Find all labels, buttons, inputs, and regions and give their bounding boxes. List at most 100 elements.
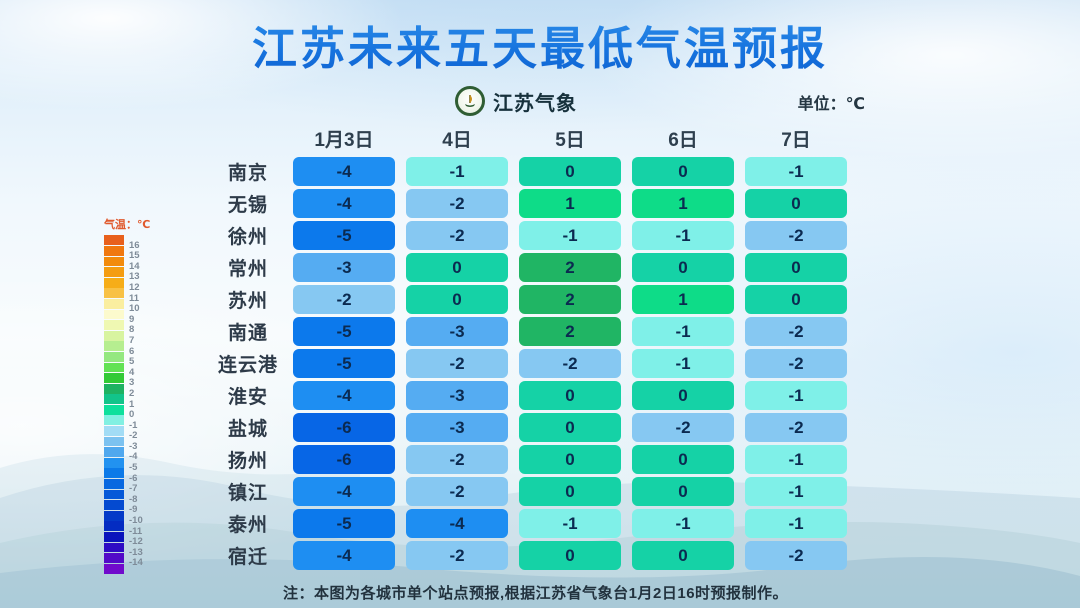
legend-swatch <box>104 235 124 246</box>
legend-tick-label: -12 <box>129 536 143 548</box>
legend-swatch <box>104 426 124 436</box>
temperature-cell: -5 <box>293 221 395 250</box>
legend-swatch <box>104 351 124 362</box>
subheader: 江苏气象 单位：℃ <box>0 86 1080 120</box>
temperature-cell: -3 <box>406 317 508 346</box>
legend-swatch <box>104 489 124 500</box>
temperature-cell: 0 <box>745 285 847 314</box>
table-row: 泰州 -5 -4 -1 -1 -1 <box>203 509 858 538</box>
legend-swatch <box>104 320 124 330</box>
legend-tick-label: -1 <box>129 419 138 431</box>
temperature-cell: -2 <box>406 445 508 474</box>
legend-swatch <box>104 298 124 309</box>
legend-tick-label: -14 <box>129 557 143 569</box>
legend-block: 5 <box>104 351 134 367</box>
city-label: 无锡 <box>227 195 268 216</box>
legend-swatch <box>104 447 124 458</box>
legend-swatch <box>104 373 124 383</box>
city-label: 南通 <box>227 323 268 344</box>
legend-tick-label: 4 <box>129 366 135 378</box>
city-label: 泰州 <box>227 515 268 536</box>
legend-tick-label: 10 <box>129 303 140 315</box>
legend-tick-label: 5 <box>129 356 135 368</box>
legend-swatch <box>104 532 124 542</box>
legend-tick-label: -2 <box>129 430 138 442</box>
temperature-cell: -1 <box>632 221 734 250</box>
legend-block: -13 <box>104 542 143 557</box>
legend-swatch <box>104 341 124 352</box>
legend-swatch <box>104 245 124 256</box>
temperature-cell: -1 <box>745 445 847 474</box>
temperature-cell: 0 <box>519 477 621 506</box>
temperature-cell: -2 <box>406 189 508 218</box>
temperature-cell: -6 <box>293 445 395 474</box>
temperature-cell: -2 <box>293 285 395 314</box>
temperature-cell: -1 <box>632 317 734 346</box>
temperature-cell: 0 <box>632 477 734 506</box>
legend-tick-label: -5 <box>129 462 138 474</box>
legend-swatch <box>104 256 124 267</box>
legend-title: 气温：℃ <box>104 219 151 231</box>
legend-swatch <box>104 542 124 553</box>
legend-block: 2 <box>104 383 134 398</box>
legend-swatch <box>104 479 124 489</box>
legend-swatch <box>104 553 124 563</box>
temperature-cell: -2 <box>745 541 847 570</box>
legend-tick-label: 6 <box>129 345 135 357</box>
legend-colorscale: 16 15 14 13 12 11 10 9 8 7 6 5 4 3 2 1 0 -1 -2 -3 -4 -5 -6 -7 -8… <box>104 235 174 574</box>
legend-tick-label: 7 <box>129 334 135 346</box>
temperature-cell: -2 <box>406 349 508 378</box>
legend-tick-label: 1 <box>129 398 135 410</box>
table-row: 南通 -5 -3 2 -1 -2 <box>203 317 858 346</box>
temperature-cell: -5 <box>293 349 395 378</box>
temperature-cell: 0 <box>406 285 508 314</box>
city-label: 宿迁 <box>227 547 268 568</box>
city-label: 扬州 <box>227 451 268 472</box>
date-header: 1月3日 <box>314 129 374 151</box>
temperature-cell: -2 <box>406 541 508 570</box>
legend-block: -6 <box>104 468 137 483</box>
temperature-cell: -2 <box>632 413 734 442</box>
legend-swatch <box>104 362 124 373</box>
legend-tick-label: 12 <box>129 281 140 293</box>
temperature-cell: -1 <box>745 381 847 410</box>
temperature-cell: 0 <box>519 413 621 442</box>
temperature-cell: -3 <box>293 253 395 282</box>
temperature-cell: 1 <box>632 189 734 218</box>
temperature-cell: 0 <box>632 157 734 186</box>
temperature-cell: 0 <box>519 157 621 186</box>
legend-block: 16 <box>104 235 140 250</box>
legend-tick-label: 11 <box>129 292 140 304</box>
legend-block: -3 <box>104 436 137 451</box>
table-row: 盐城 -6 -3 0 -2 -2 <box>203 413 858 442</box>
temperature-cell: -4 <box>293 189 395 218</box>
temperature-cell: -2 <box>519 349 621 378</box>
legend-block: 4 <box>104 362 134 377</box>
city-label: 徐州 <box>227 227 268 248</box>
date-header-row: 1月3日 4日 5日 6日 7日 <box>203 126 858 151</box>
legend-block: -11 <box>104 521 142 536</box>
legend-tick-label: -3 <box>129 440 138 452</box>
temperature-cell: -5 <box>293 317 395 346</box>
date-header: 5日 <box>555 129 585 151</box>
legend-tick-label: 3 <box>129 377 135 389</box>
legend-tick-label: -10 <box>129 515 143 527</box>
legend-tick-label: -9 <box>129 504 138 516</box>
forecast-table: 1月3日 4日 5日 6日 7日 南京 -4 -1 0 0 -1 无锡 -4 -2 1 1 0 徐州 -5 -2 -1… <box>203 126 858 573</box>
legend-block: 8 <box>104 320 134 335</box>
legend-swatch <box>104 468 124 479</box>
legend-block: -8 <box>104 489 137 504</box>
legend-tick-label: 16 <box>129 239 140 251</box>
temperature-cell: 0 <box>406 253 508 282</box>
temperature-cell: -1 <box>745 509 847 538</box>
temperature-cell: -2 <box>406 477 508 506</box>
legend-swatch <box>104 521 124 532</box>
brand-name: 江苏气象 <box>493 92 577 115</box>
temperature-cell: -3 <box>406 413 508 442</box>
temperature-cell: 0 <box>745 189 847 218</box>
temperature-cell: 2 <box>519 253 621 282</box>
temperature-cell: -6 <box>293 413 395 442</box>
date-header: 7日 <box>781 129 811 151</box>
legend-swatch <box>104 500 124 511</box>
